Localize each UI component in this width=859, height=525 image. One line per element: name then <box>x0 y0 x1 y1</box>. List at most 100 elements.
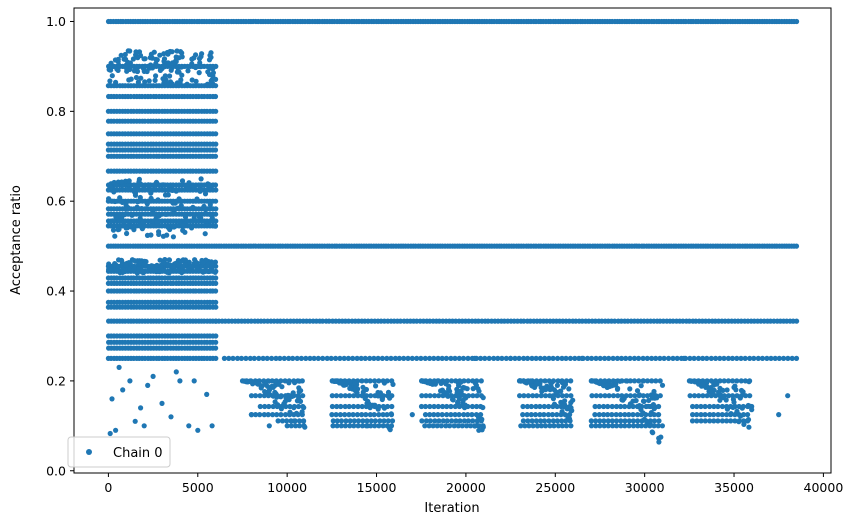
data-point <box>351 423 357 429</box>
data-point <box>423 393 429 399</box>
data-point <box>640 393 646 399</box>
data-point <box>543 423 549 429</box>
data-point <box>194 265 200 272</box>
data-point <box>177 378 183 384</box>
data-point <box>597 418 603 424</box>
data-point <box>474 393 480 399</box>
data-point <box>610 355 616 361</box>
data-point <box>655 412 661 418</box>
data-point <box>296 389 302 395</box>
data-point <box>342 393 348 399</box>
data-point <box>698 403 704 410</box>
data-point <box>385 389 392 395</box>
data-point <box>551 423 557 429</box>
data-point <box>423 418 429 424</box>
data-point <box>269 355 275 361</box>
x-tick-label: 10000 <box>267 480 307 495</box>
data-point <box>529 355 535 361</box>
data-point <box>554 382 561 388</box>
data-point <box>208 50 214 56</box>
data-point <box>690 412 696 418</box>
data-point <box>164 81 170 87</box>
data-point <box>379 396 385 403</box>
data-point <box>213 299 219 305</box>
data-point <box>794 18 800 25</box>
data-point <box>170 183 176 189</box>
data-point <box>134 204 140 210</box>
data-point <box>521 393 527 399</box>
data-point <box>702 412 708 418</box>
data-point <box>256 381 262 387</box>
data-point <box>332 378 339 384</box>
data-point <box>210 70 216 76</box>
data-point <box>561 401 568 408</box>
data-point <box>525 418 531 424</box>
data-point <box>213 206 219 212</box>
data-point <box>173 369 179 375</box>
x-tick-label: 30000 <box>625 480 665 495</box>
data-point <box>151 186 157 192</box>
data-point <box>135 55 141 61</box>
data-point <box>182 229 188 235</box>
data-point <box>341 355 347 361</box>
data-point <box>711 381 717 387</box>
data-point <box>270 412 276 418</box>
data-point <box>638 423 645 429</box>
data-point <box>622 423 628 429</box>
data-point <box>465 378 471 384</box>
data-point <box>432 418 438 424</box>
data-point <box>368 418 374 424</box>
data-point <box>422 403 429 410</box>
data-point <box>646 397 652 403</box>
data-point <box>139 226 145 232</box>
data-point <box>745 418 751 424</box>
data-point <box>707 403 713 410</box>
data-point <box>123 262 129 268</box>
data-point <box>541 403 547 410</box>
data-point <box>721 355 727 361</box>
data-point <box>550 418 556 424</box>
data-point <box>530 393 536 399</box>
data-point <box>116 226 122 232</box>
data-point <box>367 412 373 418</box>
data-point <box>149 263 155 269</box>
data-point <box>341 378 348 384</box>
data-point <box>291 418 297 424</box>
data-point <box>153 179 160 185</box>
data-point <box>286 355 292 361</box>
data-point <box>518 378 524 384</box>
data-point <box>624 378 630 384</box>
data-point <box>537 412 543 418</box>
data-point <box>266 423 272 429</box>
data-point <box>655 423 661 429</box>
data-point <box>161 268 167 274</box>
data-point <box>601 423 607 429</box>
data-point <box>435 355 441 361</box>
data-point <box>572 355 578 361</box>
data-point <box>208 268 214 274</box>
data-point <box>626 412 632 418</box>
data-point <box>469 412 475 418</box>
data-point <box>117 195 123 201</box>
data-point <box>286 397 292 403</box>
data-point <box>338 393 344 399</box>
data-point <box>472 423 478 429</box>
data-point <box>638 406 644 413</box>
data-point <box>537 355 543 361</box>
data-point <box>157 257 163 263</box>
data-point <box>315 355 321 361</box>
data-point <box>351 393 357 399</box>
data-point <box>459 392 466 398</box>
data-point <box>372 418 378 424</box>
data-point <box>606 355 612 361</box>
data-point <box>456 383 462 389</box>
data-point <box>329 412 335 418</box>
data-point <box>137 215 143 222</box>
data-point <box>656 439 662 445</box>
data-point <box>521 318 527 324</box>
data-point <box>522 423 528 429</box>
data-point <box>154 219 160 226</box>
data-point <box>486 355 492 361</box>
data-point <box>528 412 534 418</box>
